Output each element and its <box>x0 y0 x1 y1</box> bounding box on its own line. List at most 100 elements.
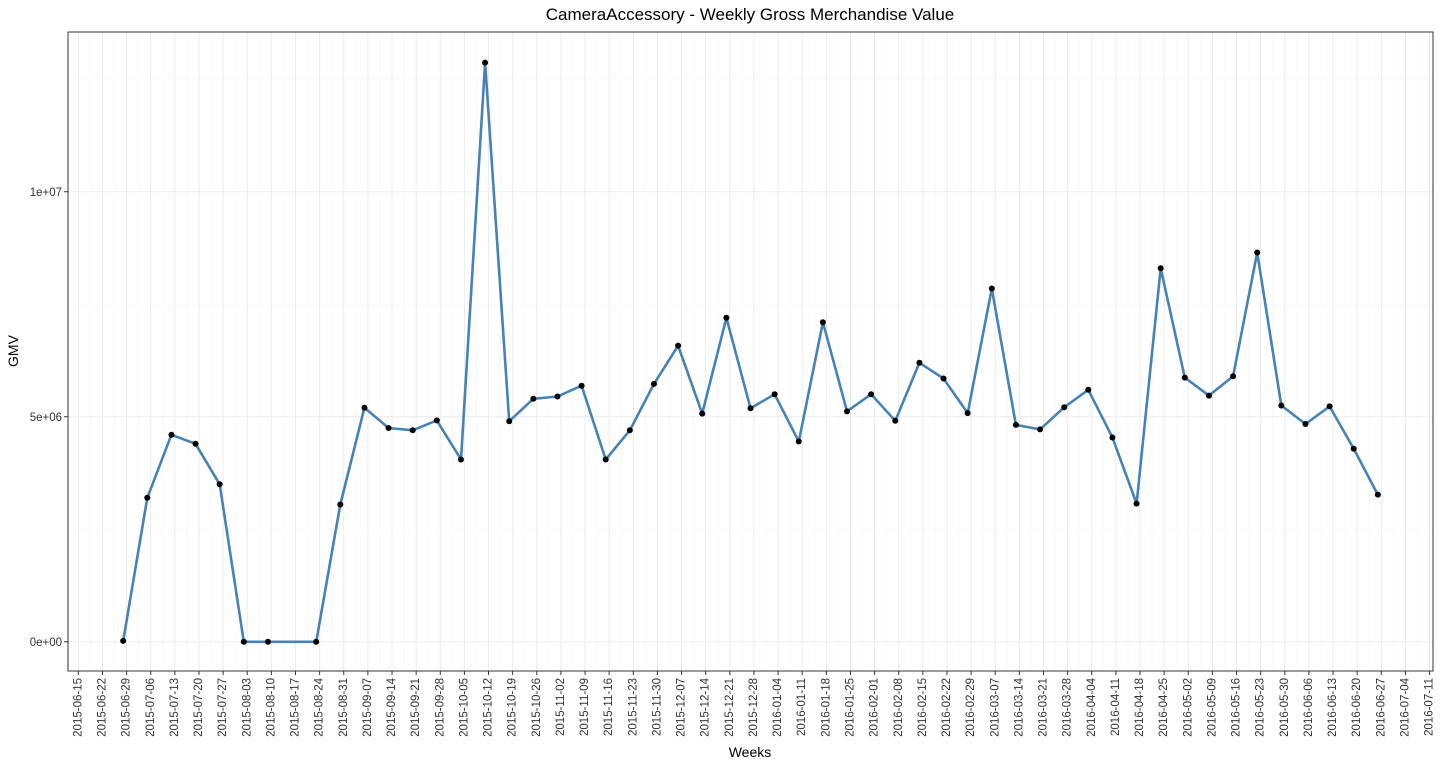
y-axis-title: GMV <box>5 334 21 367</box>
grid-minor <box>68 32 1433 671</box>
data-point <box>361 404 368 411</box>
x-tick-label: 2016-05-16 <box>1231 678 1243 737</box>
data-point <box>675 342 682 349</box>
x-tick-label: 2015-12-21 <box>724 678 736 737</box>
data-point <box>1181 374 1188 381</box>
x-tick-label: 2016-03-21 <box>1038 678 1050 737</box>
x-tick-label: 2015-12-28 <box>748 678 760 737</box>
x-tick-label: 2015-08-03 <box>241 678 253 737</box>
x-tick-label: 2015-09-14 <box>386 677 398 736</box>
x-axis: 2015-06-15 2015-06-22 2015-06-29 2015-07-06… <box>72 671 1436 737</box>
data-point <box>1230 373 1237 380</box>
series-line <box>121 61 1380 644</box>
data-point <box>868 391 875 398</box>
x-tick-label: 2015-07-20 <box>193 678 205 737</box>
data-point <box>1133 500 1140 507</box>
x-tick-label: 2016-01-11 <box>796 678 808 736</box>
x-tick-label: 2015-06-15 <box>72 678 84 737</box>
data-point <box>530 395 537 402</box>
x-tick-label: 2016-05-02 <box>1182 678 1194 737</box>
x-tick-label: 2016-06-20 <box>1351 678 1363 737</box>
x-tick-label: 2015-09-21 <box>410 678 422 737</box>
data-point <box>1012 421 1019 428</box>
x-tick-label: 2015-08-24 <box>314 677 326 736</box>
x-tick-label: 2015-07-13 <box>169 678 181 737</box>
data-point <box>602 456 609 463</box>
data-point <box>433 417 440 424</box>
x-tick-label: 2016-07-04 <box>1399 677 1411 736</box>
data-point <box>409 427 416 434</box>
x-tick-label: 2016-02-08 <box>893 678 905 737</box>
x-tick-label: 2016-02-29 <box>965 678 977 737</box>
data-point <box>1254 249 1261 256</box>
x-tick-label: 2015-12-07 <box>676 678 688 737</box>
data-point <box>385 425 392 431</box>
y-tick-label: 0e+00 <box>30 637 62 649</box>
data-point <box>844 408 851 415</box>
x-tick-label: 2016-04-18 <box>1134 678 1146 737</box>
data-point <box>988 285 995 292</box>
x-tick-label: 2016-03-14 <box>1013 677 1025 736</box>
data-point <box>1037 426 1044 433</box>
y-axis: 0e+00 5e+06 1e+07 <box>30 187 68 649</box>
x-tick-label: 2016-06-06 <box>1303 678 1315 737</box>
data-point <box>578 382 585 389</box>
data-point <box>168 431 175 438</box>
x-tick-label: 2015-10-05 <box>458 678 470 737</box>
data-point <box>626 427 633 434</box>
data-point <box>1061 404 1068 411</box>
data-point <box>940 375 947 382</box>
data-point <box>1278 402 1285 409</box>
x-tick-label: 2016-06-13 <box>1327 678 1339 737</box>
x-tick-label: 2015-10-19 <box>507 678 519 737</box>
data-series <box>120 59 1381 645</box>
x-tick-label: 2016-03-28 <box>1062 678 1074 737</box>
data-point <box>457 456 464 463</box>
x-tick-label: 2016-02-15 <box>917 678 929 737</box>
data-point <box>216 481 223 488</box>
data-point <box>1302 420 1309 427</box>
data-point <box>240 638 247 645</box>
x-tick-label: 2015-09-28 <box>434 678 446 737</box>
data-point <box>192 440 199 447</box>
data-point <box>554 393 561 400</box>
x-tick-label: 2016-04-04 <box>1086 677 1098 736</box>
data-point <box>771 391 778 398</box>
x-tick-label: 2015-11-02 <box>555 678 567 736</box>
x-tick-label: 2015-09-07 <box>362 678 374 737</box>
data-point <box>313 638 320 645</box>
data-point <box>795 438 802 445</box>
x-tick-label: 2015-11-23 <box>627 678 639 736</box>
x-tick-label: 2016-07-11 <box>1424 678 1436 736</box>
x-tick-label: 2015-11-16 <box>603 678 615 736</box>
data-point <box>337 501 344 508</box>
data-point <box>482 59 489 66</box>
plot-border <box>67 31 1434 672</box>
data-point <box>1085 386 1092 393</box>
data-point <box>1350 445 1357 452</box>
data-point <box>723 314 730 321</box>
data-point <box>1326 403 1333 410</box>
data-point <box>892 417 899 424</box>
chart-title: CameraAccessory - Weekly Gross Merchandi… <box>546 5 954 24</box>
x-tick-label: 2016-04-25 <box>1158 678 1170 737</box>
data-point <box>120 637 127 644</box>
x-tick-label: 2015-07-27 <box>217 678 229 737</box>
data-point <box>506 418 513 425</box>
x-tick-label: 2016-02-01 <box>869 678 881 737</box>
data-point <box>144 494 151 501</box>
data-point <box>264 638 271 645</box>
grid-major <box>68 32 1433 671</box>
x-tick-label: 2015-12-14 <box>700 677 712 736</box>
data-point <box>819 319 826 326</box>
data-point <box>1157 265 1164 272</box>
data-point <box>1205 392 1212 399</box>
data-point <box>964 410 971 417</box>
x-tick-label: 2015-08-17 <box>290 678 302 737</box>
x-tick-label: 2016-05-30 <box>1279 678 1291 737</box>
y-tick-label: 5e+06 <box>30 412 62 424</box>
y-tick-label: 1e+07 <box>30 187 62 199</box>
x-tick-label: 2016-01-25 <box>844 678 856 737</box>
x-tick-label: 2015-06-22 <box>97 678 109 737</box>
